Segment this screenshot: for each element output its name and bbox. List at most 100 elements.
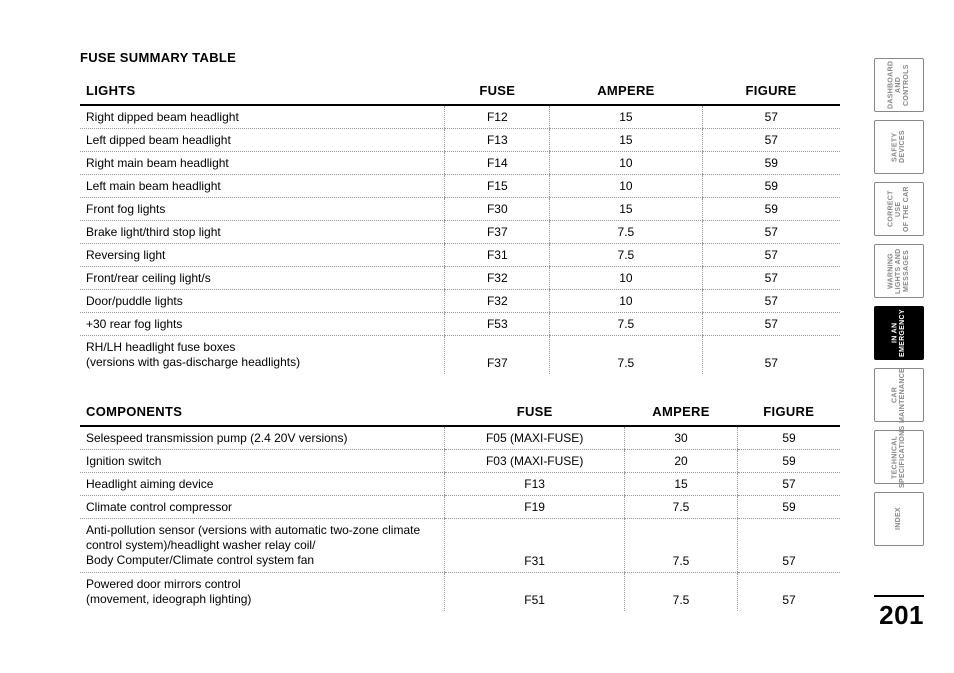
table-cell: Brake light/third stop light — [80, 221, 445, 244]
col-header: AMPERE — [550, 79, 702, 105]
table-cell: 15 — [550, 198, 702, 221]
table-cell: Left main beam headlight — [80, 175, 445, 198]
table-cell: F32 — [445, 290, 550, 313]
table-cell: 7.5 — [550, 313, 702, 336]
table-cell: F37 — [445, 221, 550, 244]
table-row: Right main beam headlightF141059 — [80, 152, 840, 175]
table-cell: 15 — [550, 105, 702, 129]
col-header: FIGURE — [702, 79, 840, 105]
table-row: Anti-pollution sensor (versions with aut… — [80, 519, 840, 573]
table-cell: Powered door mirrors control(movement, i… — [80, 573, 445, 612]
table-cell: F15 — [445, 175, 550, 198]
table-row: Brake light/third stop lightF377.557 — [80, 221, 840, 244]
table-cell: F53 — [445, 313, 550, 336]
table-row: Ignition switchF03 (MAXI-FUSE)2059 — [80, 450, 840, 473]
table-cell: 7.5 — [624, 573, 737, 612]
table-cell: 57 — [702, 290, 840, 313]
col-header: AMPERE — [624, 400, 737, 426]
table-cell: Selespeed transmission pump (2.4 20V ver… — [80, 426, 445, 450]
section-title: FUSE SUMMARY TABLE — [80, 50, 840, 65]
table-cell: 7.5 — [624, 496, 737, 519]
table-cell: Anti-pollution sensor (versions with aut… — [80, 519, 445, 573]
page-number: 201 — [879, 600, 924, 631]
table-cell: Left dipped beam headlight — [80, 129, 445, 152]
table-row: RH/LH headlight fuse boxes(versions with… — [80, 336, 840, 375]
table-cell: 10 — [550, 290, 702, 313]
components-table: COMPONENTS FUSE AMPERE FIGURE Selespeed … — [80, 400, 840, 611]
nav-tab[interactable]: CORRECT USEOF THE CAR — [874, 182, 924, 236]
table-cell: F13 — [445, 473, 625, 496]
table-cell: F31 — [445, 244, 550, 267]
table-cell: 59 — [702, 198, 840, 221]
table-cell: F31 — [445, 519, 625, 573]
table-cell: F51 — [445, 573, 625, 612]
table-cell: 57 — [702, 244, 840, 267]
side-tabs: DASHBOARDAND CONTROLS SAFETYDEVICES CORREC… — [874, 58, 924, 546]
table-cell: F30 — [445, 198, 550, 221]
col-header: FIGURE — [738, 400, 840, 426]
table-row: Front fog lightsF301559 — [80, 198, 840, 221]
table-row: Climate control compressorF197.559 — [80, 496, 840, 519]
nav-tab[interactable]: CARMAINTENANCE — [874, 368, 924, 422]
table-row: Left dipped beam headlightF131557 — [80, 129, 840, 152]
table-cell: F12 — [445, 105, 550, 129]
table-cell: Front fog lights — [80, 198, 445, 221]
table-cell: Headlight aiming device — [80, 473, 445, 496]
table-cell: F37 — [445, 336, 550, 375]
table-row: Front/rear ceiling light/sF321057 — [80, 267, 840, 290]
table-row: Powered door mirrors control(movement, i… — [80, 573, 840, 612]
table-cell: F03 (MAXI-FUSE) — [445, 450, 625, 473]
table-cell: 59 — [738, 496, 840, 519]
table-cell: 57 — [738, 573, 840, 612]
nav-tab[interactable]: INDEX — [874, 492, 924, 546]
table-row: Reversing lightF317.557 — [80, 244, 840, 267]
lights-table: LIGHTS FUSE AMPERE FIGURE Right dipped b… — [80, 79, 840, 374]
table-cell: Ignition switch — [80, 450, 445, 473]
table-cell: +30 rear fog lights — [80, 313, 445, 336]
table-cell: F19 — [445, 496, 625, 519]
table-header-row: COMPONENTS FUSE AMPERE FIGURE — [80, 400, 840, 426]
table-cell: 59 — [702, 152, 840, 175]
nav-tab[interactable]: TECHNICALSPECIFICATIONS — [874, 430, 924, 484]
table-cell: F13 — [445, 129, 550, 152]
table-cell: Door/puddle lights — [80, 290, 445, 313]
table-cell: F14 — [445, 152, 550, 175]
table-cell: 57 — [738, 473, 840, 496]
nav-tab[interactable]: IN ANEMERGENCY — [874, 306, 924, 360]
table-cell: 59 — [738, 450, 840, 473]
table-cell: 10 — [550, 152, 702, 175]
col-header: FUSE — [445, 79, 550, 105]
table-cell: 15 — [624, 473, 737, 496]
nav-tab[interactable]: SAFETYDEVICES — [874, 120, 924, 174]
table-cell: 10 — [550, 267, 702, 290]
table-cell: 7.5 — [624, 519, 737, 573]
table-row: Door/puddle lightsF321057 — [80, 290, 840, 313]
page-content: FUSE SUMMARY TABLE LIGHTS FUSE AMPERE FI… — [80, 50, 840, 637]
table-cell: 7.5 — [550, 221, 702, 244]
table-cell: 57 — [702, 105, 840, 129]
col-header: LIGHTS — [80, 79, 445, 105]
table-row: +30 rear fog lightsF537.557 — [80, 313, 840, 336]
col-header: COMPONENTS — [80, 400, 445, 426]
table-cell: 7.5 — [550, 336, 702, 375]
table-cell: Climate control compressor — [80, 496, 445, 519]
table-cell: Right dipped beam headlight — [80, 105, 445, 129]
table-cell: 57 — [702, 129, 840, 152]
page-number-rule — [874, 595, 924, 597]
table-cell: 57 — [702, 221, 840, 244]
table-cell: RH/LH headlight fuse boxes(versions with… — [80, 336, 445, 375]
table-row: Headlight aiming deviceF131557 — [80, 473, 840, 496]
table-cell: 57 — [738, 519, 840, 573]
table-cell: 57 — [702, 267, 840, 290]
table-row: Left main beam headlightF151059 — [80, 175, 840, 198]
table-cell: 57 — [702, 313, 840, 336]
nav-tab[interactable]: WARNINGLIGHTS ANDMESSAGES — [874, 244, 924, 298]
table-cell: 10 — [550, 175, 702, 198]
table-cell: F32 — [445, 267, 550, 290]
table-cell: Right main beam headlight — [80, 152, 445, 175]
table-cell: 20 — [624, 450, 737, 473]
col-header: FUSE — [445, 400, 625, 426]
table-cell: 30 — [624, 426, 737, 450]
nav-tab[interactable]: DASHBOARDAND CONTROLS — [874, 58, 924, 112]
table-cell: 7.5 — [550, 244, 702, 267]
